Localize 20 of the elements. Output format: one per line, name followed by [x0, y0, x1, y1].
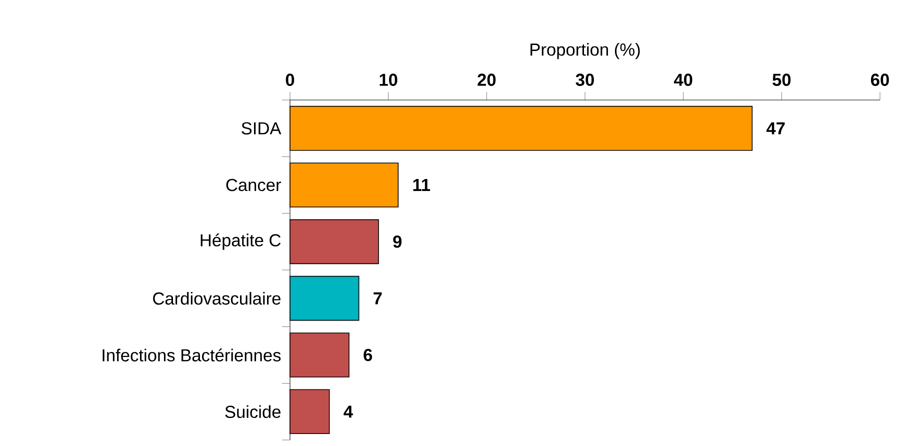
data-label: 6	[364, 348, 372, 362]
y-tick-label: Infections Bactériennes	[102, 348, 281, 362]
y-tick-label: Cardiovasculaire	[153, 292, 280, 305]
x-tick-label: 0	[286, 74, 294, 86]
y-tick-label: Hépatite C	[200, 233, 281, 250]
data-label: 9	[393, 236, 402, 248]
x-tick-label: 30	[576, 74, 594, 86]
data-label: 7	[374, 292, 382, 304]
data-label: 11	[413, 179, 430, 191]
y-tick-label: SIDA	[242, 122, 282, 134]
x-tick-label: 40	[674, 74, 692, 86]
data-label: 47	[766, 122, 785, 134]
x-tick-label: 60	[870, 74, 889, 86]
x-tick-label: 10	[380, 74, 398, 86]
x-tick-label: 50	[772, 74, 791, 86]
x-axis-title: Proportion (%)	[530, 43, 640, 60]
data-label: 4	[344, 406, 353, 418]
y-tick-label: Cancer	[226, 178, 281, 192]
x-tick-label: 20	[478, 74, 496, 86]
y-tick-label: Suicide	[225, 405, 281, 418]
